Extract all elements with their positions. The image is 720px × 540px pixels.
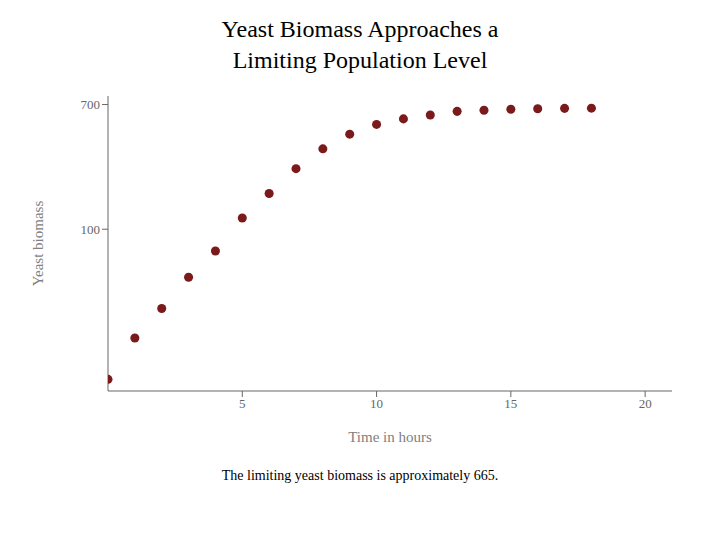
svg-text:15: 15 bbox=[504, 397, 517, 412]
svg-text:Yeast biomass: Yeast biomass bbox=[30, 201, 46, 287]
svg-text:20: 20 bbox=[639, 397, 652, 412]
svg-text:5: 5 bbox=[239, 397, 246, 412]
svg-text:Time in hours: Time in hours bbox=[348, 429, 432, 445]
html-text:Yeast Biomass Approaches a Lim: Yeast Biomass Approaches a Limiting Popu… bbox=[221, 16, 499, 74]
svg-text:700: 700 bbox=[81, 98, 101, 113]
html-text:The limiting yeast biomass is: The limiting yeast biomass is approximat… bbox=[221, 468, 499, 484]
svg-text:100: 100 bbox=[81, 222, 101, 237]
svg-text:10: 10 bbox=[370, 397, 383, 412]
